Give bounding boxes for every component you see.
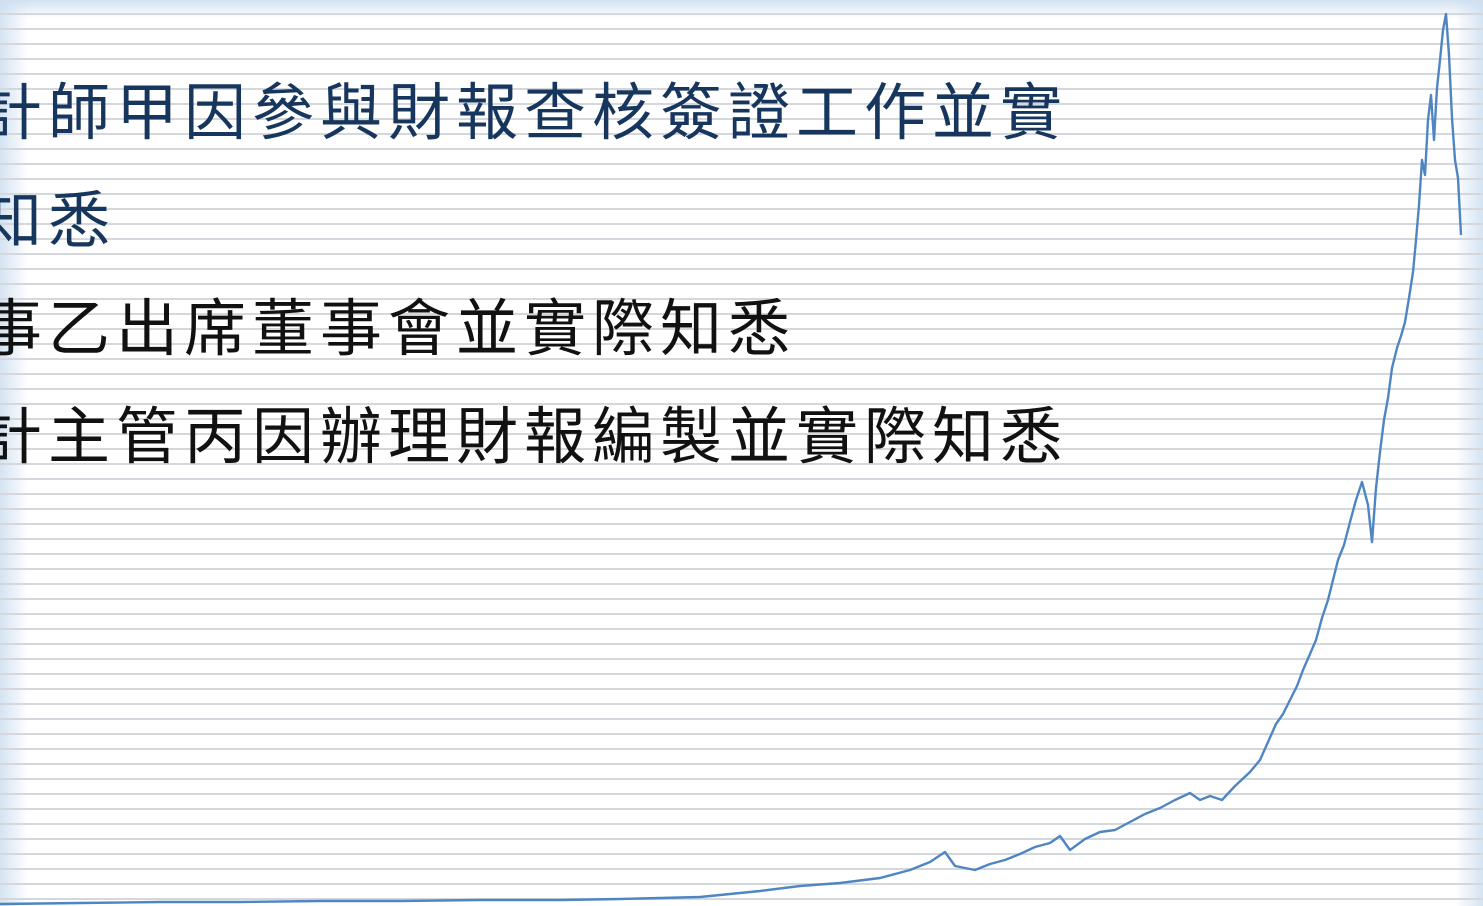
slide-text-line-1: 計師甲因參與財報查核簽證工作並實 <box>0 76 1069 149</box>
slide-text-line-3: 事乙出席董事會並實際知悉 <box>0 292 797 365</box>
slide-text-line-2: 知悉 <box>0 184 117 257</box>
trend-polyline <box>0 12 1463 906</box>
slide-text-line-4: 計主管丙因辦理財報編製並實際知悉 <box>0 400 1069 473</box>
